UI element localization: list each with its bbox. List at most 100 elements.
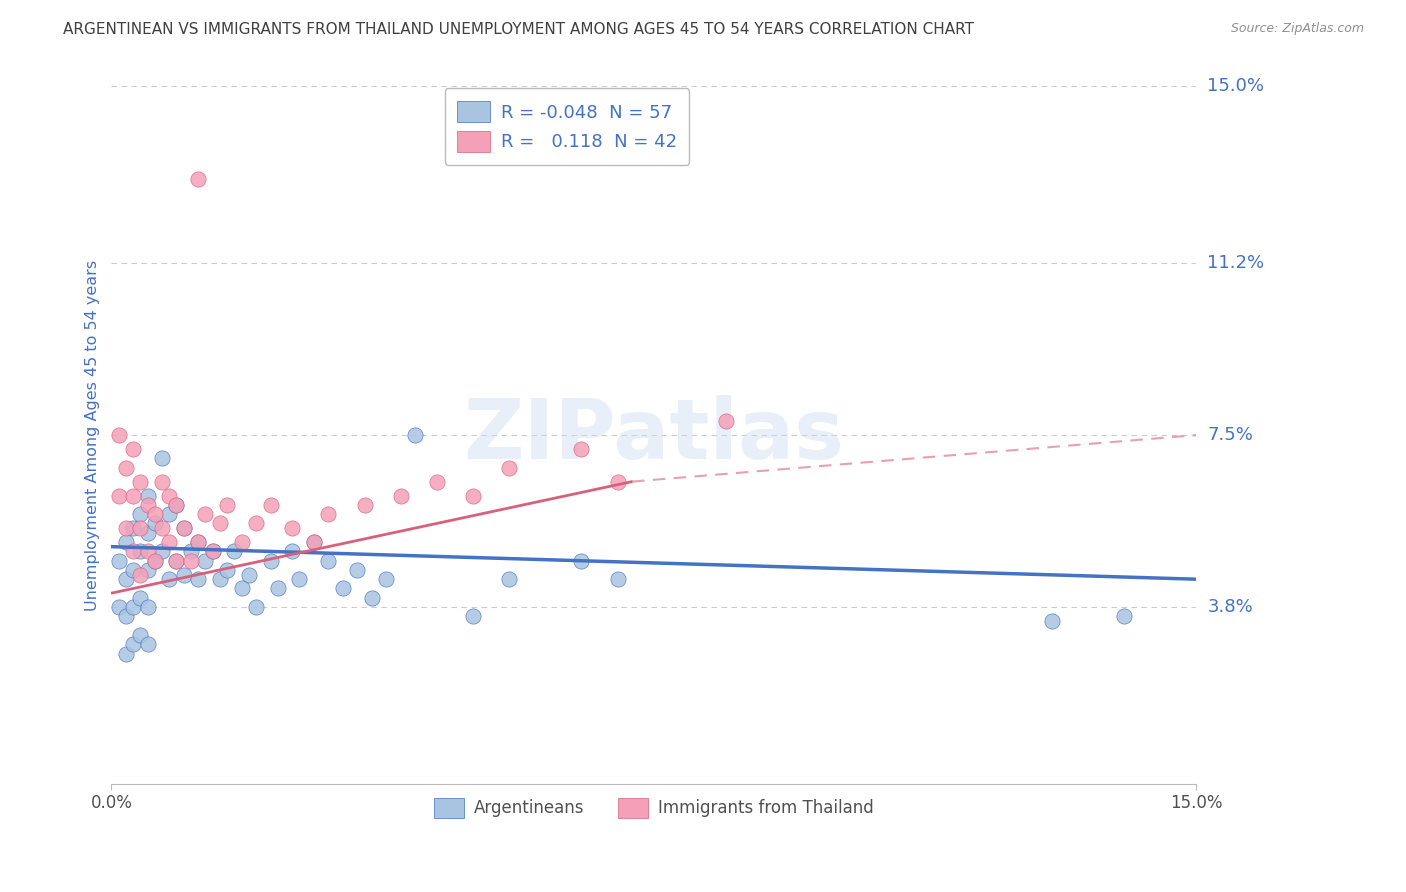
Point [217,563,239,577]
Point [143,507,166,521]
Point [157,507,180,521]
Text: 11.2%: 11.2% [1208,254,1264,272]
Point [150,544,173,558]
Point [404,428,426,442]
Point [245,516,267,531]
Point [129,591,152,605]
Point [136,498,159,512]
Point [353,498,375,512]
Point [166,553,188,567]
Point [136,563,159,577]
Point [267,582,290,596]
Point [122,489,145,503]
Point [122,637,145,651]
Point [122,442,145,456]
Point [461,489,484,503]
Legend: Argentineans, Immigrants from Thailand: Argentineans, Immigrants from Thailand [427,791,880,824]
Point [194,553,217,567]
Point [606,572,628,586]
Point [180,553,202,567]
Text: 3.8%: 3.8% [1208,599,1253,616]
Point [129,544,152,558]
Point [187,535,209,549]
Point [288,572,311,586]
Point [332,582,354,596]
Point [208,572,231,586]
Point [302,535,325,549]
Point [136,525,159,540]
Point [115,521,138,535]
Point [173,521,195,535]
Point [1040,614,1063,628]
Text: ARGENTINEAN VS IMMIGRANTS FROM THAILAND UNEMPLOYMENT AMONG AGES 45 TO 54 YEARS C: ARGENTINEAN VS IMMIGRANTS FROM THAILAND … [63,22,974,37]
Point [318,553,340,567]
Point [122,600,145,615]
Point [187,172,209,186]
Point [107,600,129,615]
Point [173,567,195,582]
Point [238,567,260,582]
Point [187,535,209,549]
Point [157,489,180,503]
Point [498,572,520,586]
Point [302,535,325,549]
Point [201,544,224,558]
Point [129,475,152,489]
Point [166,553,188,567]
Point [498,460,520,475]
Point [129,507,152,521]
Point [606,475,628,489]
Point [166,498,188,512]
Point [129,628,152,642]
Point [115,647,138,661]
Point [136,600,159,615]
Point [224,544,246,558]
Point [129,567,152,582]
Point [143,516,166,531]
Point [231,535,253,549]
Point [122,521,145,535]
Point [143,553,166,567]
Text: ZIPatlas: ZIPatlas [464,394,845,475]
Point [115,609,138,624]
Point [281,521,304,535]
Point [1112,609,1135,624]
Point [461,609,484,624]
Text: 15.0%: 15.0% [1208,78,1264,95]
Point [122,563,145,577]
Point [714,414,737,428]
Point [136,637,159,651]
Point [122,544,145,558]
Point [201,544,224,558]
Point [187,572,209,586]
Point [143,553,166,567]
Point [318,507,340,521]
Point [245,600,267,615]
Point [115,460,138,475]
Point [259,498,281,512]
Point [194,507,217,521]
Point [426,475,449,489]
Point [346,563,368,577]
Point [150,521,173,535]
Point [571,442,593,456]
Point [571,553,593,567]
Point [281,544,304,558]
Point [136,544,159,558]
Point [217,498,239,512]
Point [389,489,412,503]
Point [180,544,202,558]
Text: Source: ZipAtlas.com: Source: ZipAtlas.com [1230,22,1364,36]
Point [107,428,129,442]
Text: 7.5%: 7.5% [1208,426,1253,444]
Point [115,572,138,586]
Point [231,582,253,596]
Point [129,521,152,535]
Point [115,535,138,549]
Point [208,516,231,531]
Point [157,535,180,549]
Point [360,591,382,605]
Point [150,451,173,466]
Point [136,489,159,503]
Point [375,572,398,586]
